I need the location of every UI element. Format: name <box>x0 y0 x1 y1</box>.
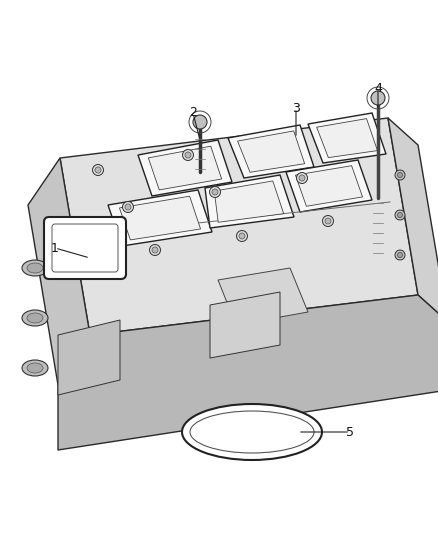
FancyBboxPatch shape <box>44 217 126 279</box>
Ellipse shape <box>22 310 48 326</box>
Polygon shape <box>317 119 378 158</box>
Polygon shape <box>138 140 232 196</box>
Circle shape <box>398 173 403 177</box>
Circle shape <box>152 247 158 253</box>
Circle shape <box>325 218 331 224</box>
Polygon shape <box>205 175 294 228</box>
Ellipse shape <box>27 263 43 273</box>
Circle shape <box>183 149 194 160</box>
Polygon shape <box>210 292 280 358</box>
Ellipse shape <box>22 260 48 276</box>
Text: 5: 5 <box>346 425 354 439</box>
Circle shape <box>123 201 134 213</box>
Circle shape <box>395 210 405 220</box>
Polygon shape <box>237 131 305 172</box>
Polygon shape <box>28 158 90 385</box>
Ellipse shape <box>27 313 43 323</box>
Circle shape <box>239 233 245 239</box>
Polygon shape <box>148 146 222 190</box>
Polygon shape <box>58 320 120 395</box>
Circle shape <box>212 189 218 195</box>
Text: 3: 3 <box>292 101 300 115</box>
FancyBboxPatch shape <box>52 224 118 272</box>
Ellipse shape <box>190 411 314 453</box>
Circle shape <box>398 253 403 257</box>
Circle shape <box>92 165 103 175</box>
Polygon shape <box>120 196 201 240</box>
Polygon shape <box>388 118 438 322</box>
Circle shape <box>297 173 307 183</box>
Polygon shape <box>218 268 308 325</box>
Polygon shape <box>228 125 314 178</box>
Ellipse shape <box>22 360 48 376</box>
Circle shape <box>237 230 247 241</box>
Polygon shape <box>296 166 363 206</box>
Circle shape <box>193 115 207 129</box>
Text: 1: 1 <box>51 241 59 254</box>
Circle shape <box>371 91 385 105</box>
Circle shape <box>299 175 305 181</box>
Polygon shape <box>286 160 372 212</box>
Circle shape <box>149 245 160 255</box>
Text: 4: 4 <box>374 82 382 94</box>
Circle shape <box>95 167 101 173</box>
Polygon shape <box>108 190 212 246</box>
Circle shape <box>395 170 405 180</box>
Circle shape <box>125 204 131 210</box>
Ellipse shape <box>27 363 43 373</box>
Circle shape <box>185 152 191 158</box>
Polygon shape <box>308 113 386 163</box>
Ellipse shape <box>182 404 322 460</box>
Circle shape <box>398 213 403 217</box>
Circle shape <box>322 215 333 227</box>
Polygon shape <box>60 118 418 335</box>
Text: 2: 2 <box>189 107 197 119</box>
Polygon shape <box>214 181 284 222</box>
Circle shape <box>395 250 405 260</box>
Polygon shape <box>58 295 438 450</box>
Circle shape <box>209 187 220 198</box>
